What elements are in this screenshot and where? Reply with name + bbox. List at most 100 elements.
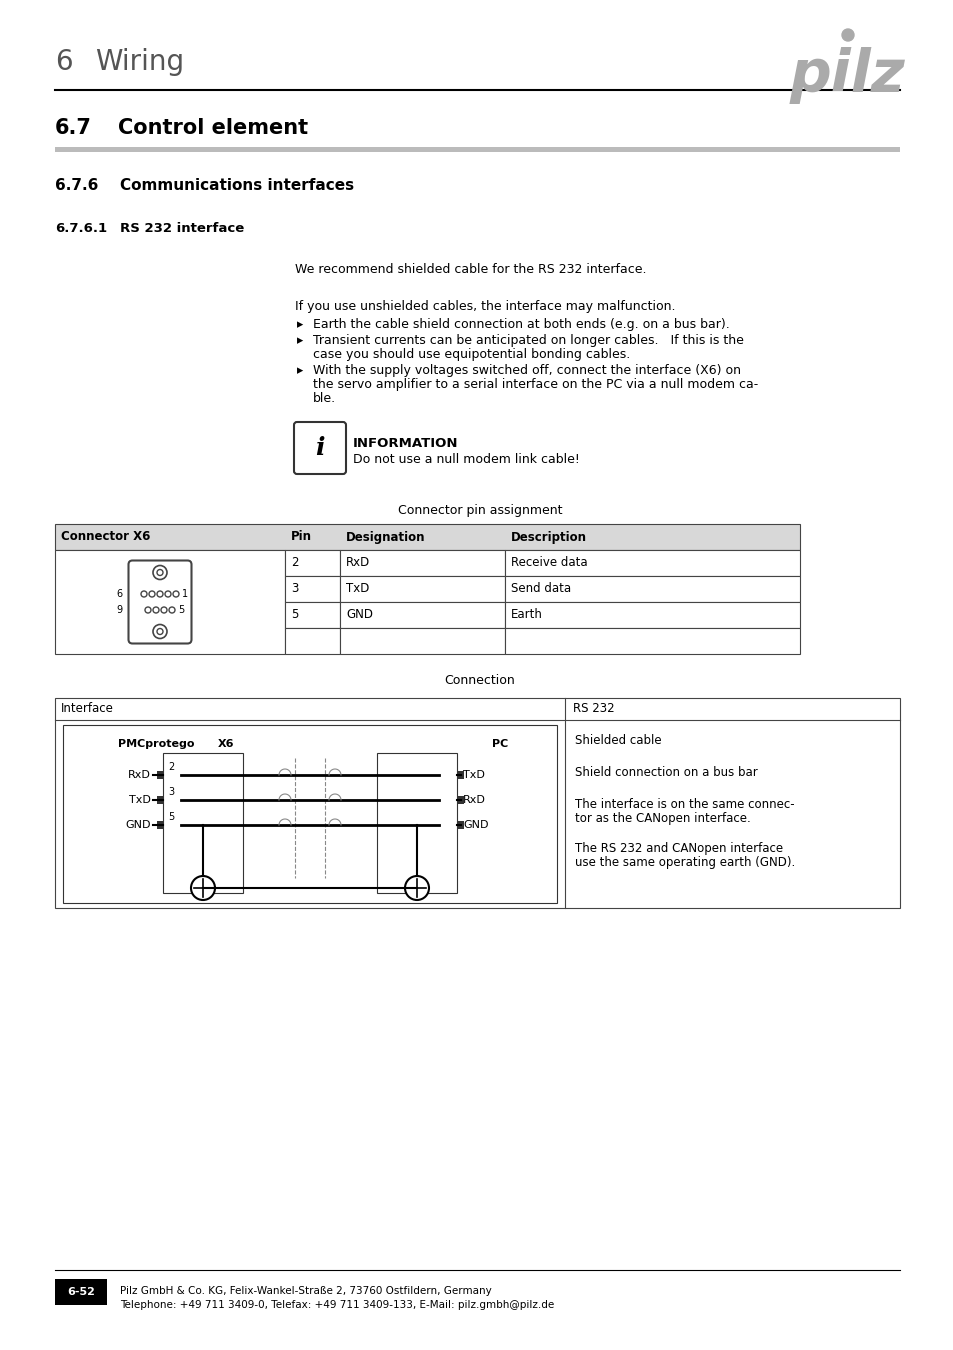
- Circle shape: [152, 625, 167, 639]
- Text: We recommend shielded cable for the RS 232 interface.: We recommend shielded cable for the RS 2…: [294, 263, 646, 275]
- Bar: [157, 821, 164, 829]
- Bar: [339, 549, 504, 576]
- Text: GND: GND: [346, 609, 373, 621]
- Bar: [456, 771, 463, 779]
- Bar: [63, 725, 557, 903]
- Text: 5: 5: [178, 605, 184, 616]
- Text: 6: 6: [116, 589, 122, 599]
- FancyBboxPatch shape: [129, 560, 192, 644]
- Text: case you should use equipotential bonding cables.: case you should use equipotential bondin…: [313, 348, 630, 360]
- Text: Connection: Connection: [444, 674, 515, 687]
- Bar: [376, 753, 456, 892]
- Text: RS 232: RS 232: [573, 702, 614, 716]
- Text: PMCprotego: PMCprotego: [118, 738, 194, 749]
- Text: Earth the cable shield connection at both ends (e.g. on a bus bar).: Earth the cable shield connection at bot…: [313, 319, 729, 331]
- Text: Do not use a null modem link cable!: Do not use a null modem link cable!: [353, 454, 579, 466]
- Bar: [285, 576, 339, 602]
- Circle shape: [145, 608, 151, 613]
- Text: RxD: RxD: [462, 795, 485, 805]
- Text: TxD: TxD: [346, 582, 369, 595]
- Bar: [163, 753, 243, 892]
- Text: 2: 2: [168, 761, 174, 772]
- Text: 6: 6: [55, 49, 72, 76]
- Bar: [339, 576, 504, 602]
- Bar: [339, 602, 504, 628]
- Bar: [456, 796, 463, 805]
- Bar: [285, 602, 339, 628]
- Text: PC: PC: [492, 738, 508, 749]
- Text: Earth: Earth: [511, 609, 542, 621]
- Bar: [339, 628, 504, 653]
- Bar: [504, 602, 800, 628]
- Circle shape: [841, 28, 853, 40]
- Text: The interface is on the same connec-: The interface is on the same connec-: [575, 798, 794, 811]
- Text: RxD: RxD: [128, 769, 151, 780]
- Text: If you use unshielded cables, the interface may malfunction.: If you use unshielded cables, the interf…: [294, 300, 675, 313]
- Circle shape: [157, 591, 163, 597]
- Text: Interface: Interface: [61, 702, 113, 716]
- Text: i: i: [314, 436, 324, 460]
- Bar: [55, 698, 899, 909]
- Text: RS 232 interface: RS 232 interface: [120, 221, 244, 235]
- Text: 1: 1: [182, 589, 188, 599]
- Text: Connector pin assignment: Connector pin assignment: [397, 504, 561, 517]
- Text: 5: 5: [168, 811, 174, 822]
- Text: 6.7: 6.7: [55, 117, 91, 138]
- Bar: [55, 147, 899, 153]
- Text: 2: 2: [291, 556, 298, 570]
- Circle shape: [149, 591, 154, 597]
- Text: Pin: Pin: [291, 531, 312, 544]
- Bar: [55, 1278, 107, 1305]
- Text: Shield connection on a bus bar: Shield connection on a bus bar: [575, 765, 757, 779]
- Text: ▸: ▸: [296, 319, 303, 331]
- Text: ▸: ▸: [296, 333, 303, 347]
- Text: 3: 3: [291, 582, 298, 595]
- Text: 6.7.6: 6.7.6: [55, 177, 98, 193]
- Text: Wiring: Wiring: [95, 49, 184, 76]
- Bar: [504, 628, 800, 653]
- Text: 9: 9: [116, 605, 122, 616]
- Text: The RS 232 and CANopen interface: The RS 232 and CANopen interface: [575, 842, 782, 855]
- Text: 6-52: 6-52: [67, 1287, 95, 1297]
- Bar: [285, 628, 339, 653]
- FancyBboxPatch shape: [294, 423, 346, 474]
- Text: With the supply voltages switched off, connect the interface (X6) on: With the supply voltages switched off, c…: [313, 364, 740, 377]
- Text: TxD: TxD: [129, 795, 151, 805]
- Bar: [55, 524, 800, 549]
- Bar: [285, 549, 339, 576]
- Text: use the same operating earth (GND).: use the same operating earth (GND).: [575, 856, 795, 869]
- Text: Communications interfaces: Communications interfaces: [120, 177, 354, 193]
- Circle shape: [157, 629, 163, 634]
- Circle shape: [165, 591, 171, 597]
- Bar: [157, 771, 164, 779]
- Text: Transient currents can be anticipated on longer cables.   If this is the: Transient currents can be anticipated on…: [313, 333, 743, 347]
- Text: TxD: TxD: [462, 769, 484, 780]
- Circle shape: [169, 608, 174, 613]
- Circle shape: [405, 876, 429, 900]
- Text: Pilz GmbH & Co. KG, Felix-Wankel-Straße 2, 73760 Ostfildern, Germany: Pilz GmbH & Co. KG, Felix-Wankel-Straße …: [120, 1287, 491, 1296]
- Circle shape: [141, 591, 147, 597]
- Text: ▸: ▸: [296, 364, 303, 377]
- Text: Designation: Designation: [346, 531, 425, 544]
- Text: Send data: Send data: [511, 582, 571, 595]
- Text: pilz: pilz: [788, 46, 904, 104]
- Text: GND: GND: [462, 819, 488, 830]
- Text: X6: X6: [218, 738, 234, 749]
- Text: Telephone: +49 711 3409-0, Telefax: +49 711 3409-133, E-Mail: pilz.gmbh@pilz.de: Telephone: +49 711 3409-0, Telefax: +49 …: [120, 1300, 554, 1310]
- Circle shape: [152, 566, 167, 579]
- Text: 6.7.6.1: 6.7.6.1: [55, 221, 107, 235]
- Bar: [504, 549, 800, 576]
- Circle shape: [157, 570, 163, 575]
- Circle shape: [152, 608, 159, 613]
- Circle shape: [161, 608, 167, 613]
- Circle shape: [191, 876, 214, 900]
- Bar: [456, 821, 463, 829]
- Text: tor as the CANopen interface.: tor as the CANopen interface.: [575, 811, 750, 825]
- Text: Connector X6: Connector X6: [61, 531, 151, 544]
- Text: Receive data: Receive data: [511, 556, 587, 570]
- Text: 3: 3: [168, 787, 174, 796]
- Bar: [55, 549, 285, 653]
- Circle shape: [172, 591, 179, 597]
- Text: the servo amplifier to a serial interface on the PC via a null modem ca-: the servo amplifier to a serial interfac…: [313, 378, 758, 392]
- Text: RxD: RxD: [346, 556, 370, 570]
